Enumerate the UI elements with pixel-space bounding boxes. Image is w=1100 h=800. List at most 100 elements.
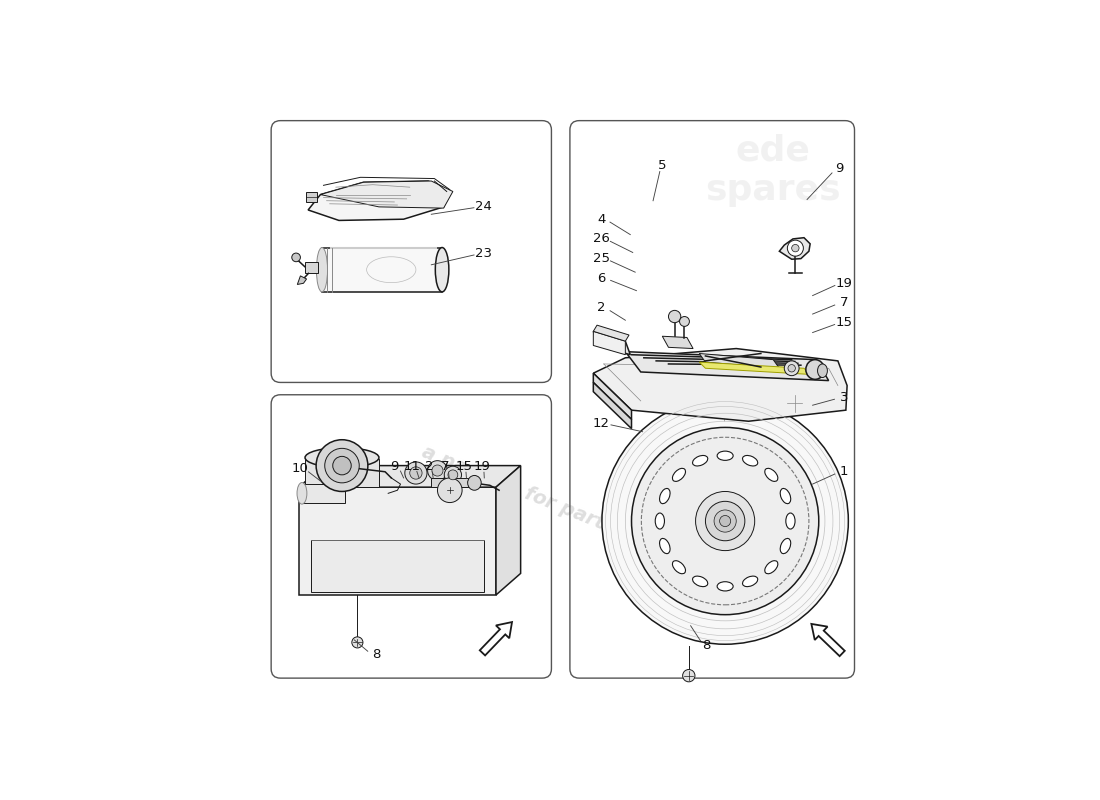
Circle shape bbox=[719, 515, 730, 526]
Circle shape bbox=[705, 502, 745, 541]
Ellipse shape bbox=[780, 538, 791, 554]
Circle shape bbox=[292, 253, 300, 262]
Text: 26: 26 bbox=[593, 233, 609, 246]
Polygon shape bbox=[297, 276, 307, 285]
FancyArrow shape bbox=[480, 622, 512, 655]
Polygon shape bbox=[299, 487, 496, 595]
Text: a passion for parts since 85: a passion for parts since 85 bbox=[419, 443, 708, 574]
Text: 7: 7 bbox=[441, 460, 450, 473]
Polygon shape bbox=[305, 262, 318, 274]
Text: ede
spares: ede spares bbox=[705, 134, 842, 206]
Polygon shape bbox=[320, 181, 453, 208]
Polygon shape bbox=[308, 181, 450, 221]
Circle shape bbox=[714, 510, 736, 532]
Circle shape bbox=[409, 467, 422, 479]
Circle shape bbox=[316, 440, 367, 491]
Ellipse shape bbox=[297, 482, 307, 504]
FancyArrow shape bbox=[812, 624, 845, 656]
Text: 6: 6 bbox=[597, 272, 605, 285]
Polygon shape bbox=[700, 354, 779, 368]
Text: 10: 10 bbox=[292, 462, 308, 475]
Ellipse shape bbox=[806, 360, 824, 379]
Circle shape bbox=[784, 361, 799, 376]
Ellipse shape bbox=[672, 561, 685, 574]
Polygon shape bbox=[301, 484, 345, 502]
Ellipse shape bbox=[717, 451, 733, 460]
Ellipse shape bbox=[317, 247, 328, 292]
Text: 15: 15 bbox=[836, 316, 852, 329]
Ellipse shape bbox=[817, 364, 827, 378]
Text: 4: 4 bbox=[597, 213, 605, 226]
Ellipse shape bbox=[660, 538, 670, 554]
Circle shape bbox=[683, 670, 695, 682]
Ellipse shape bbox=[780, 489, 791, 504]
Polygon shape bbox=[322, 247, 442, 292]
Circle shape bbox=[792, 245, 799, 252]
Circle shape bbox=[669, 310, 681, 322]
Polygon shape bbox=[593, 331, 625, 354]
Text: 24: 24 bbox=[475, 200, 492, 214]
Text: 15: 15 bbox=[455, 460, 473, 473]
Circle shape bbox=[324, 448, 360, 483]
Circle shape bbox=[602, 398, 848, 644]
Polygon shape bbox=[625, 352, 828, 381]
Text: 1: 1 bbox=[839, 466, 848, 478]
Text: 23: 23 bbox=[475, 247, 492, 260]
Ellipse shape bbox=[305, 448, 378, 467]
Text: 9: 9 bbox=[835, 162, 844, 175]
Polygon shape bbox=[593, 325, 629, 341]
Text: 7: 7 bbox=[839, 297, 848, 310]
Circle shape bbox=[680, 317, 690, 326]
Polygon shape bbox=[311, 539, 484, 592]
Ellipse shape bbox=[764, 468, 778, 482]
Polygon shape bbox=[306, 192, 317, 202]
Ellipse shape bbox=[468, 475, 481, 490]
Text: 8: 8 bbox=[703, 639, 711, 652]
Polygon shape bbox=[305, 459, 378, 487]
Circle shape bbox=[631, 427, 818, 614]
Text: 11: 11 bbox=[403, 460, 420, 473]
Polygon shape bbox=[700, 362, 810, 374]
Circle shape bbox=[695, 491, 755, 550]
Text: 8: 8 bbox=[372, 648, 381, 662]
Circle shape bbox=[332, 456, 351, 475]
Text: 19: 19 bbox=[836, 277, 852, 290]
Ellipse shape bbox=[693, 455, 707, 466]
Text: 5: 5 bbox=[658, 159, 667, 172]
Circle shape bbox=[428, 461, 448, 480]
Polygon shape bbox=[431, 478, 469, 487]
Text: 2: 2 bbox=[597, 302, 606, 314]
Ellipse shape bbox=[693, 576, 707, 586]
Text: 19: 19 bbox=[474, 460, 491, 473]
Polygon shape bbox=[779, 238, 810, 259]
Ellipse shape bbox=[672, 468, 685, 482]
Text: 3: 3 bbox=[839, 391, 848, 404]
Polygon shape bbox=[593, 349, 847, 422]
Polygon shape bbox=[593, 382, 631, 429]
Ellipse shape bbox=[436, 247, 449, 292]
Polygon shape bbox=[593, 373, 631, 419]
Circle shape bbox=[405, 462, 427, 484]
Circle shape bbox=[352, 637, 363, 648]
Circle shape bbox=[432, 465, 443, 476]
Ellipse shape bbox=[717, 582, 733, 591]
Polygon shape bbox=[593, 331, 630, 354]
Polygon shape bbox=[299, 466, 520, 487]
Ellipse shape bbox=[764, 561, 778, 574]
Text: 2: 2 bbox=[425, 460, 433, 473]
Circle shape bbox=[438, 478, 462, 502]
Ellipse shape bbox=[742, 576, 758, 586]
Circle shape bbox=[448, 470, 458, 480]
Circle shape bbox=[788, 365, 795, 372]
Ellipse shape bbox=[660, 489, 670, 504]
Polygon shape bbox=[496, 466, 520, 595]
Text: 25: 25 bbox=[593, 252, 609, 265]
Circle shape bbox=[788, 240, 803, 256]
Text: 9: 9 bbox=[390, 460, 398, 473]
Ellipse shape bbox=[785, 513, 795, 529]
Ellipse shape bbox=[742, 455, 758, 466]
Polygon shape bbox=[662, 336, 693, 349]
Ellipse shape bbox=[656, 513, 664, 529]
Text: 12: 12 bbox=[593, 418, 609, 430]
Circle shape bbox=[444, 466, 462, 483]
